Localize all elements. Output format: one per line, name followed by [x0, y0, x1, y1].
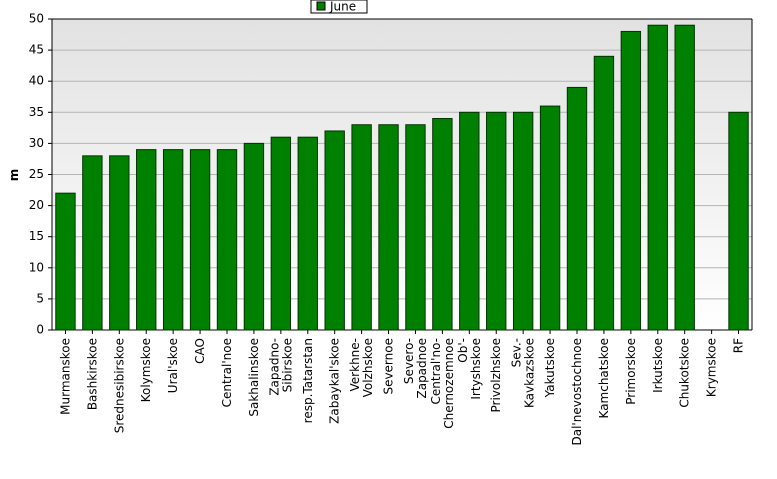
- x-tick-label: Chukotskoe: [678, 338, 692, 408]
- x-tick-label: Kamchatskoe: [597, 338, 611, 418]
- x-tick-label: Privolzhskoe: [489, 338, 503, 412]
- y-tick-label: 15: [29, 229, 44, 243]
- y-tick-label: 25: [29, 167, 44, 181]
- bar: [620, 30, 642, 331]
- x-tick-label: Murmanskoe: [58, 338, 72, 415]
- x-tick-label: Verkhne-Volzhskoe: [348, 338, 375, 397]
- x-tick-label: Severnoe: [382, 338, 396, 395]
- x-tick-label: Central'no-Chernozemnoe: [429, 338, 456, 429]
- y-tick-label: 30: [29, 136, 44, 150]
- legend-swatch: [316, 1, 326, 11]
- legend: June: [310, 0, 368, 14]
- x-tick-label: Sev.-Kavkazskoe: [510, 338, 537, 408]
- bar: [297, 136, 318, 331]
- bar: [324, 130, 345, 331]
- y-tick-label: 0: [36, 323, 44, 337]
- bar: [539, 105, 561, 331]
- bar: [432, 118, 453, 331]
- bar: [459, 111, 480, 331]
- y-tick-label: 35: [29, 105, 44, 119]
- y-tick-label: 10: [29, 260, 44, 274]
- bar: [674, 24, 695, 331]
- bar: [405, 124, 426, 331]
- x-tick-label: Ural'skoe: [166, 338, 180, 393]
- x-tick-label: Bashkirskoe: [85, 338, 99, 410]
- x-tick-label: Dal'nevostochnoe: [570, 338, 584, 446]
- y-tick-label: 20: [29, 198, 44, 212]
- x-tick-label: Irkutskoe: [651, 338, 665, 393]
- x-tick-label: Sakhalinskoe: [247, 338, 261, 417]
- x-tick-label: resp.Tatarstan: [301, 338, 315, 423]
- bar: [486, 111, 507, 331]
- x-tick-label: Ob'-Irtyshskoe: [456, 338, 483, 400]
- bar: [55, 192, 76, 331]
- bar: [593, 55, 615, 331]
- x-tick-label: Central'noe: [220, 338, 234, 407]
- bar: [82, 155, 103, 331]
- y-tick-label: 50: [29, 12, 44, 26]
- x-tick-label: Yakutskoe: [543, 338, 557, 398]
- bar: [109, 155, 130, 331]
- legend-label: June: [329, 0, 356, 14]
- bar: [378, 124, 399, 331]
- y-tick-label: 5: [36, 291, 44, 305]
- bar: [728, 111, 749, 331]
- y-tick-label: 40: [29, 74, 44, 88]
- bar: [136, 149, 157, 331]
- bar: [189, 149, 211, 331]
- y-axis-label: m: [7, 169, 21, 182]
- x-tick-label: Zabaykal'skoe: [328, 338, 342, 424]
- x-tick-label: CAO: [193, 338, 207, 364]
- bar: [512, 111, 534, 331]
- x-tick-label: Srednesibirskoe: [112, 338, 126, 433]
- x-tick-label: Kolymskoe: [139, 338, 153, 402]
- bar: [162, 149, 184, 331]
- bar: [216, 149, 238, 331]
- bar: [270, 136, 292, 331]
- x-tick-label: Severo-Zapadnoe: [402, 338, 429, 399]
- x-tick-label: Krymskoe: [705, 338, 719, 397]
- x-tick-label: RF: [732, 338, 746, 353]
- bar: [351, 124, 372, 331]
- x-tick-label: Zapadno-Sibirskoe: [267, 338, 294, 396]
- bar: [566, 86, 588, 331]
- bar: [647, 24, 668, 331]
- x-tick-label: Primorskoe: [624, 338, 638, 405]
- y-tick-label: 45: [29, 43, 44, 57]
- bar: [243, 142, 265, 331]
